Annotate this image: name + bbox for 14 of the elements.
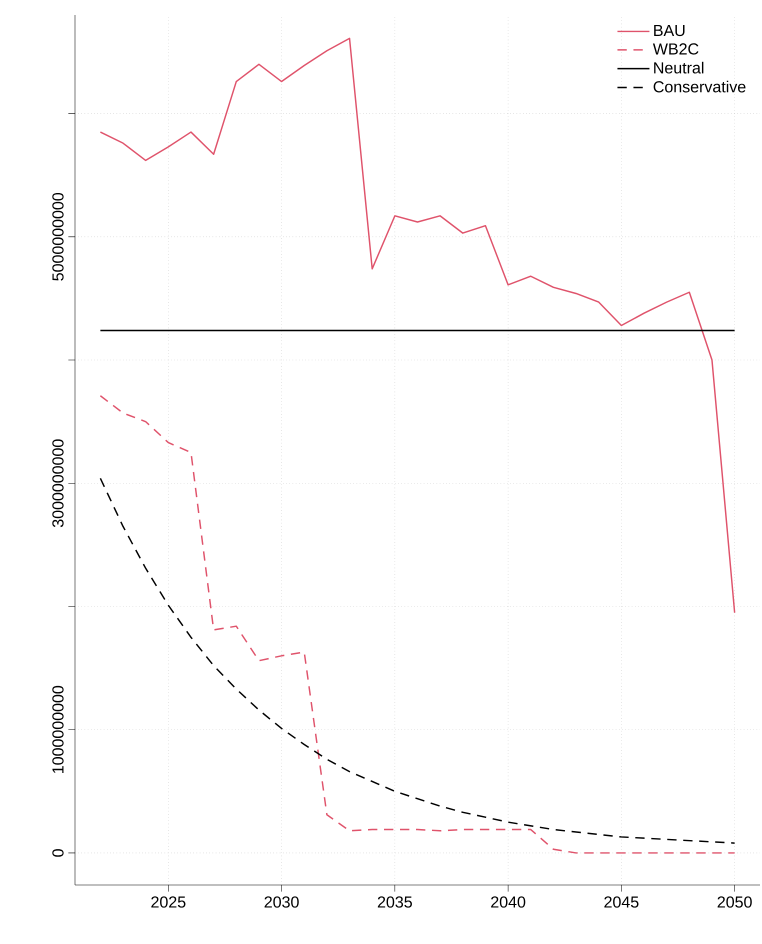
legend-label: BAU [654,24,684,36]
legend-label: Conservative [654,80,746,92]
x-tick-label: 2045 [604,896,638,908]
x-tick-label: 2035 [378,896,412,908]
legend-label: WB2C [652,43,698,55]
x-tick-label: 2030 [264,896,299,908]
y-tick-label: 1000000000 [52,686,64,773]
x-tick-label: 2040 [491,896,526,908]
legend-label: Neutral [654,62,704,74]
x-tick-label: 2050 [718,896,752,908]
y-tick-label: 3000000000 [52,439,64,528]
y-tick-label: 5000000000 [52,192,64,281]
y-tick-label: 0 [52,849,64,857]
x-tick-label: 2025 [151,896,186,908]
